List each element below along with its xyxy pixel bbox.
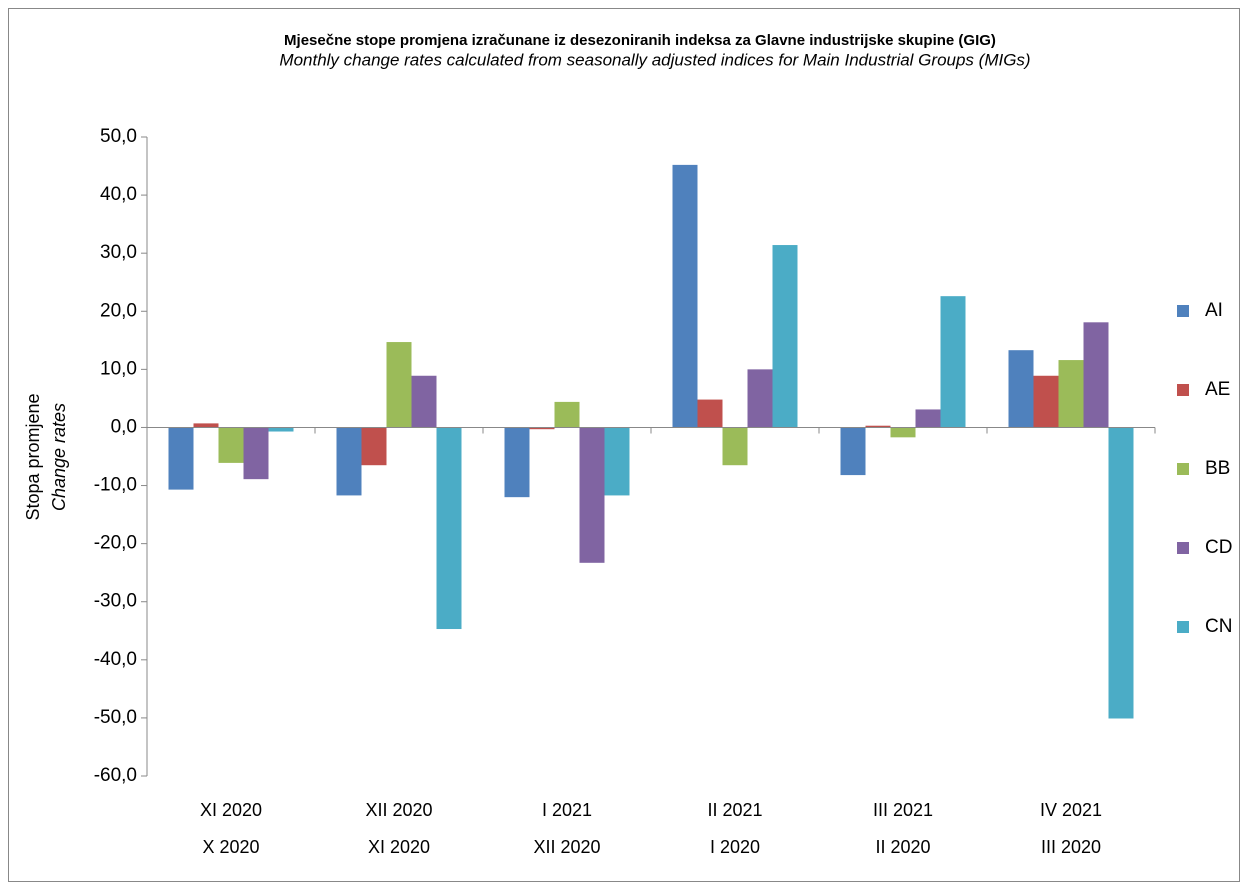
bar — [529, 427, 555, 430]
y-axis-label: Change rates — [49, 403, 69, 511]
y-tick-label: -20,0 — [94, 533, 137, 554]
legend-label: CN — [1205, 616, 1232, 637]
legend-label: CD — [1205, 537, 1232, 558]
y-tick-label: 30,0 — [100, 242, 137, 263]
bar — [243, 427, 269, 480]
bar — [772, 245, 798, 428]
y-tick-label: -40,0 — [94, 649, 137, 670]
bar — [193, 423, 219, 428]
y-axis-label: Stopa promjene — [23, 393, 43, 520]
bar — [268, 427, 294, 432]
bar — [697, 399, 723, 428]
bar — [940, 296, 966, 428]
legend-swatch — [1177, 305, 1189, 317]
y-tick-label: -10,0 — [94, 475, 137, 496]
y-tick-label: 10,0 — [100, 358, 137, 379]
legend-swatch — [1177, 384, 1189, 396]
bar — [865, 425, 891, 428]
bar — [722, 427, 748, 466]
bar — [386, 342, 412, 428]
y-tick-label: 0,0 — [111, 416, 137, 437]
x-tick-label: I 2020 — [710, 837, 760, 857]
bar — [604, 427, 630, 496]
y-tick-label: 20,0 — [100, 300, 137, 321]
bar — [218, 427, 244, 463]
bar — [1033, 375, 1059, 428]
x-tick-label: III 2021 — [873, 800, 933, 820]
bar — [168, 427, 194, 490]
x-tick-label: II 2021 — [707, 800, 762, 820]
legend-label: BB — [1205, 458, 1230, 479]
bar — [747, 369, 773, 428]
bar — [1058, 360, 1084, 428]
x-tick-label: IV 2021 — [1040, 800, 1102, 820]
bar — [361, 427, 387, 466]
legend-label: AE — [1205, 379, 1230, 400]
bar — [411, 375, 437, 428]
legend-swatch — [1177, 463, 1189, 475]
bar — [1083, 322, 1109, 428]
x-tick-label: III 2020 — [1041, 837, 1101, 857]
x-tick-label: XII 2020 — [365, 800, 432, 820]
y-tick-label: -30,0 — [94, 591, 137, 612]
bar — [672, 164, 698, 428]
x-tick-label: XII 2020 — [533, 837, 600, 857]
bar — [840, 427, 866, 476]
y-tick-label: 40,0 — [100, 184, 137, 205]
bar — [579, 427, 605, 563]
y-tick-label: -50,0 — [94, 707, 137, 728]
bar — [1008, 350, 1034, 428]
chart-title: Mjesečne stope promjena izračunane iz de… — [284, 32, 996, 49]
bar — [504, 427, 530, 498]
x-tick-label: XI 2020 — [200, 800, 262, 820]
x-tick-label: I 2021 — [542, 800, 592, 820]
bar — [336, 427, 362, 496]
bar — [890, 427, 916, 438]
y-tick-label: -60,0 — [94, 765, 137, 786]
bar — [915, 409, 941, 428]
bar — [554, 401, 580, 428]
x-tick-label: II 2020 — [875, 837, 930, 857]
bar — [436, 427, 462, 630]
y-tick-label: 50,0 — [100, 126, 137, 147]
bar — [1108, 427, 1134, 719]
legend-swatch — [1177, 621, 1189, 633]
legend-swatch — [1177, 542, 1189, 554]
x-tick-label: X 2020 — [202, 837, 259, 857]
x-tick-label: XI 2020 — [368, 837, 430, 857]
chart-subtitle: Monthly change rates calculated from sea… — [279, 50, 1030, 69]
legend-label: AI — [1205, 300, 1223, 321]
